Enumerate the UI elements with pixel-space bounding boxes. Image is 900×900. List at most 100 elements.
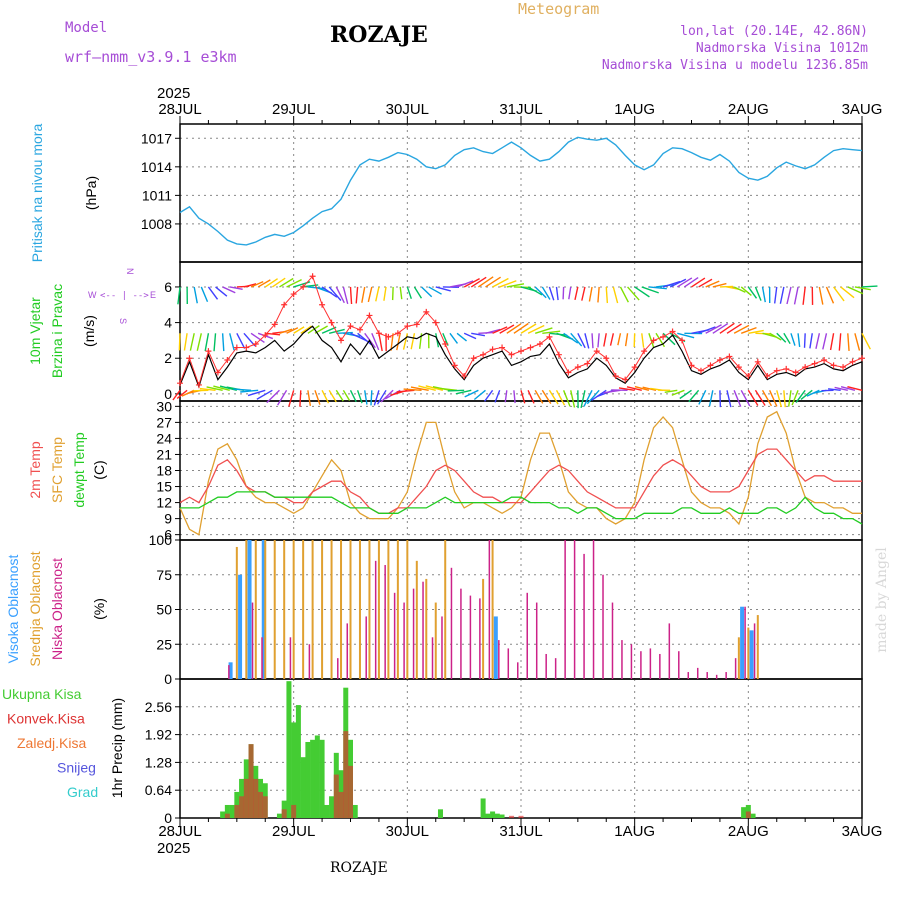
wind-gust-marker: [224, 357, 231, 364]
wind-gust-marker: [470, 355, 477, 362]
wind-compass: W E N S <-- | -->: [88, 268, 156, 324]
precip-ytick-label: 0: [164, 810, 172, 826]
wind-arrow: [371, 333, 380, 351]
wind-arrow: [464, 389, 479, 398]
wind-arrow: [257, 279, 271, 288]
wind-arrow: [712, 323, 729, 334]
temperature-ytick-label: 6: [164, 527, 172, 543]
wind-arrow: [617, 333, 622, 346]
temperature-ytick-label: 12: [156, 495, 172, 511]
pressure-panel: 1008 1011 1014 1017: [141, 123, 863, 263]
wind-gust-marker: [574, 364, 581, 371]
wind-arrow: [822, 333, 828, 350]
wind-arrow: [795, 389, 806, 403]
wind-gust-marker: [716, 357, 723, 364]
wind-arrow: [527, 324, 545, 334]
wind-arrow: [236, 332, 246, 349]
wind-arrow: [541, 389, 552, 404]
cloud-bar: [384, 565, 386, 679]
wind-gust-marker: [480, 351, 487, 358]
day-label-top: 31JUL: [499, 101, 542, 118]
precip-bar: [494, 813, 500, 818]
temp-unit: (C): [91, 460, 107, 479]
wind-arrow: [705, 324, 722, 334]
cloud-bar: [393, 592, 396, 679]
cloud-bar: [450, 567, 453, 679]
cloud-bar: [374, 560, 377, 679]
precip-ytick-label: 1.92: [145, 727, 172, 743]
clouds-ytick-label: 25: [156, 636, 172, 652]
cloud-bar: [425, 578, 428, 679]
precip-bar: [490, 811, 496, 818]
model-label-text: Model: [65, 20, 108, 36]
day-label-top: 2AUG: [728, 101, 769, 118]
wind-arrow: [435, 286, 451, 292]
wind-gust-marker: [679, 337, 686, 344]
cloud-bar: [526, 592, 528, 679]
wind-arrow: [555, 286, 559, 301]
cloud-title-1: Visoka Oblacnost: [5, 555, 21, 664]
cloud-bar: [228, 662, 233, 679]
cloud-bar: [247, 540, 252, 679]
precip-bar: [499, 814, 505, 818]
wind-arrow: [761, 389, 773, 407]
cloud-bar: [479, 598, 481, 679]
wind-arrow: [733, 286, 746, 293]
wind-arrow: [791, 390, 799, 406]
compass-west: W: [88, 290, 97, 300]
wind-arrow: [485, 276, 501, 288]
wind-gust-marker: [328, 319, 335, 326]
y-axis-titles: Pritisak na nivou mora (hPa) 10m Vjetar Brz…: [5, 124, 125, 799]
wind-arrow: [328, 286, 342, 301]
wind-arrow: [492, 277, 509, 288]
wind-arrow: [574, 286, 579, 301]
wind-arrow: [619, 286, 629, 303]
cloud-bar: [264, 540, 267, 679]
wind-gust-marker: [754, 358, 761, 365]
wind-arrow: [733, 390, 742, 407]
wind-arrow: [286, 279, 302, 288]
wind-arrow: [383, 286, 387, 301]
precip-bar: [348, 765, 353, 818]
temp-2m-line: [179, 448, 862, 514]
wind-arrow: [740, 326, 757, 334]
wind-gust-marker: [290, 291, 297, 298]
temperature-ytick-label: 30: [156, 398, 172, 414]
wind-arrow: [484, 389, 494, 402]
precip-bar: [333, 774, 339, 818]
cloud-bar: [469, 595, 472, 679]
wind-arrow: [321, 326, 337, 334]
wind-arrow: [534, 286, 547, 299]
cloud-bar: [434, 602, 437, 679]
cloud-bar: [753, 623, 756, 679]
cloud-bar: [696, 667, 699, 679]
wind-gust-marker: [423, 308, 430, 315]
wind-arrow: [541, 286, 551, 300]
cloud-title-3: Niska Oblacnost: [49, 558, 65, 660]
cloud-bar: [491, 540, 494, 679]
wind-arrow: [504, 390, 508, 403]
wind-arrow: [513, 322, 529, 334]
wind-gust-marker: [688, 362, 695, 369]
cloud-bar: [283, 540, 286, 679]
precip-bar: [480, 798, 486, 818]
wind-arrow: [676, 277, 693, 288]
wind-arrow: [355, 286, 359, 304]
wind-arrow: [641, 333, 645, 348]
wind-arrow: [787, 390, 792, 407]
wind-arrow: [861, 332, 871, 350]
cloud-bar: [715, 674, 718, 679]
wind-arrow: [562, 390, 571, 407]
precip-bar: [234, 804, 240, 818]
wind-arrow: [178, 333, 181, 351]
pressure-ytick-label: 1011: [142, 187, 172, 203]
cloud-bar: [349, 540, 352, 679]
wind-gust-marker: [669, 328, 676, 335]
wind-arrow: [671, 389, 685, 396]
temp-title-3: dewpt Temp: [71, 432, 87, 507]
cloud-bar: [412, 588, 415, 679]
wind-arrow: [825, 286, 835, 304]
wind-arrow: [307, 390, 312, 407]
wind-gust-marker: [375, 330, 382, 337]
temperature-ytick-label: 27: [156, 414, 172, 430]
